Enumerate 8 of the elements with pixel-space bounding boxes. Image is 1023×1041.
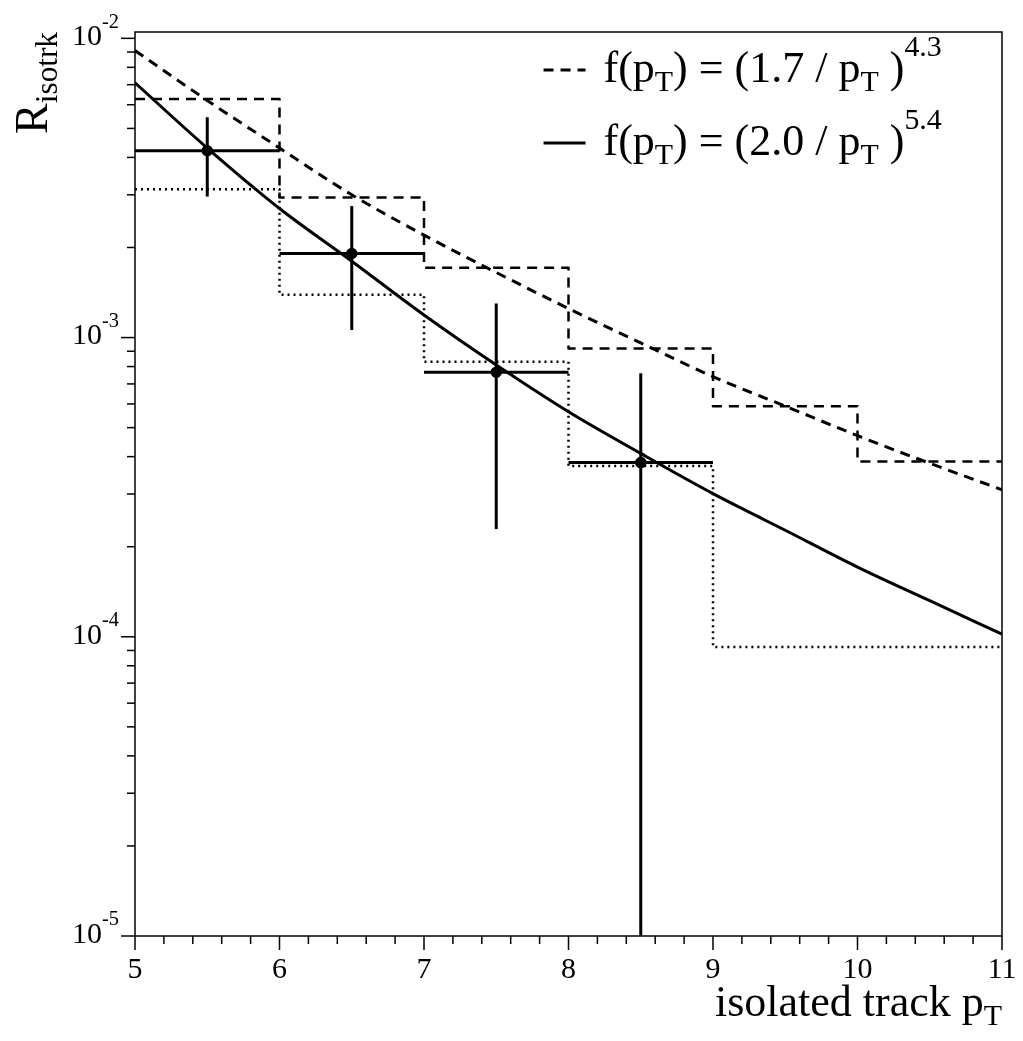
x-tick-label: 6 bbox=[272, 950, 287, 984]
x-tick-label: 7 bbox=[416, 950, 432, 984]
x-tick-label: 11 bbox=[987, 950, 1017, 984]
y-axis-title: Risotrk bbox=[6, 31, 65, 134]
x-tick-label: 10 bbox=[842, 950, 873, 984]
x-tick-label: 8 bbox=[561, 950, 576, 984]
x-tick-label: 9 bbox=[705, 950, 721, 984]
x-tick-label: 5 bbox=[127, 950, 143, 984]
